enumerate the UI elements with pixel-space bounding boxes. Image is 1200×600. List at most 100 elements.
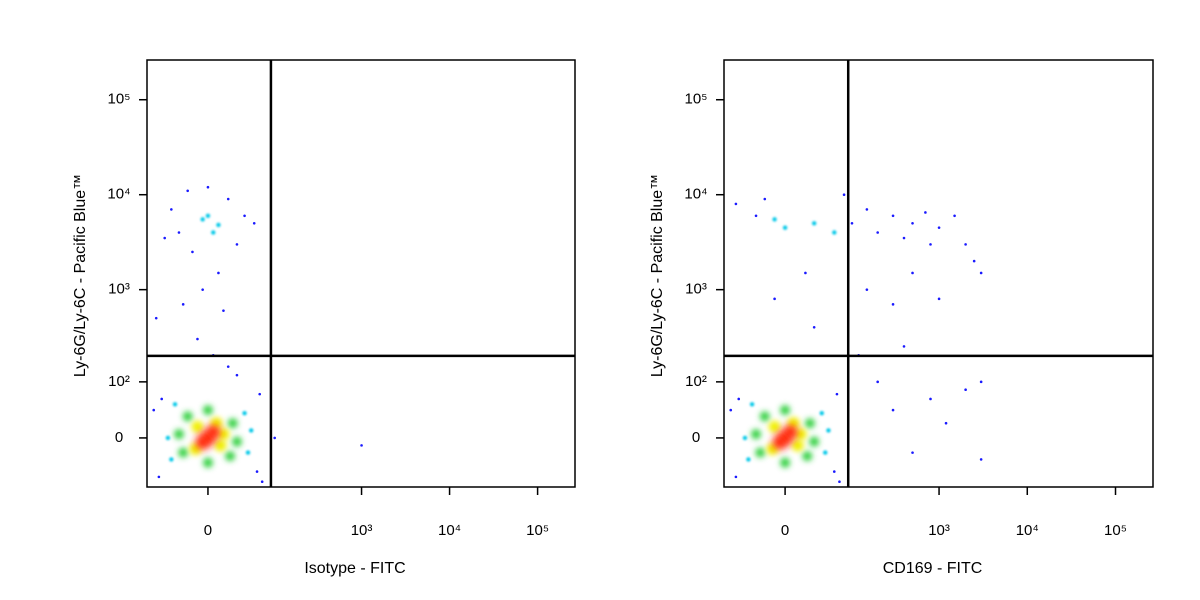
data-point (196, 337, 199, 341)
data-point (235, 373, 239, 377)
plot-panel: 0 10³ 10⁴ 10⁵ 0 10² 10³ 10⁴ 10⁵ CD169 - FITC Ly-6G… (649, 59, 1154, 577)
data-point (211, 230, 216, 235)
y-tick-label: 10⁵ (108, 91, 131, 108)
data-point (838, 480, 841, 484)
data-point (891, 408, 895, 412)
data-point (205, 213, 211, 218)
data-point (217, 428, 230, 441)
data-point (245, 450, 251, 455)
x-axis-label: Isotype - FITC (304, 560, 405, 577)
data-point (937, 226, 941, 229)
data-point (850, 222, 854, 225)
data-point (160, 397, 163, 401)
data-point (763, 197, 767, 201)
data-point (177, 231, 181, 234)
x-tick-label: 0 (781, 522, 789, 539)
data-point (876, 231, 879, 234)
data-point (157, 475, 161, 479)
data-point (200, 217, 205, 222)
y-tick-label: 10² (685, 373, 707, 390)
y-tick-label: 10² (108, 373, 130, 390)
data-point (902, 345, 906, 348)
data-point (749, 402, 755, 407)
data-point (235, 243, 239, 246)
data-point (214, 439, 227, 452)
x-tick-label: 10³ (351, 522, 373, 539)
data-point (255, 470, 259, 473)
data-point (979, 458, 983, 461)
data-point (195, 435, 210, 450)
data-point (782, 225, 788, 230)
data-point (891, 214, 895, 218)
data-point (222, 309, 225, 312)
data-point (832, 470, 836, 473)
data-point (243, 214, 246, 218)
data-point (911, 271, 914, 275)
data-point (772, 435, 787, 450)
data-point (876, 380, 879, 384)
data-point (835, 392, 839, 396)
y-tick-label: 10⁴ (107, 186, 130, 203)
y-tick-label: 0 (115, 429, 123, 446)
data-point (178, 447, 189, 458)
data-point (260, 480, 264, 484)
data-point (953, 214, 956, 218)
y-tick-label: 0 (692, 429, 700, 446)
data-point (891, 303, 895, 306)
data-point (791, 439, 804, 452)
data-point (225, 451, 236, 462)
data-point (227, 418, 238, 429)
data-point (768, 420, 781, 433)
x-tick-label: 10⁴ (438, 522, 461, 539)
x-tick-label: 0 (204, 522, 212, 539)
data-point (964, 243, 967, 246)
y-axis-label: Ly-6G/Ly-6C - Pacific Blue™ (72, 174, 89, 377)
data-point (929, 397, 932, 401)
data-point (759, 411, 770, 422)
data-point (231, 436, 242, 447)
data-point (249, 428, 254, 433)
data-point (972, 259, 976, 263)
data-point (360, 444, 363, 447)
data-point (780, 457, 791, 468)
data-point (823, 450, 828, 455)
data-point (191, 420, 204, 433)
data-point (186, 189, 189, 193)
data-point (929, 243, 932, 246)
data-point (201, 288, 204, 291)
y-axis-label: Ly-6G/Ly-6C - Pacific Blue™ (649, 174, 666, 377)
y-tick-label: 10³ (685, 281, 707, 298)
data-point (804, 418, 815, 429)
x-tick-label: 10⁵ (526, 522, 549, 539)
data-point (742, 435, 748, 441)
data-point (865, 288, 869, 291)
data-point (170, 208, 173, 211)
data-point (804, 271, 807, 275)
points (729, 193, 983, 484)
data-point (924, 211, 927, 214)
data-point (809, 436, 820, 447)
x-tick-label: 10³ (928, 522, 950, 539)
data-point (729, 408, 733, 412)
data-point (169, 457, 174, 462)
data-point (252, 222, 256, 225)
data-point (191, 250, 194, 254)
data-point (911, 451, 914, 454)
data-point (812, 325, 816, 329)
data-point (754, 214, 758, 218)
data-point (794, 428, 807, 441)
data-point (737, 397, 741, 401)
x-tick-label: 10⁵ (1104, 522, 1127, 539)
x-tick-label: 10⁴ (1016, 522, 1039, 539)
data-point (206, 185, 210, 189)
data-point (911, 222, 914, 225)
x-axis-label: CD169 - FITC (883, 560, 983, 577)
data-point (780, 405, 791, 416)
data-point (202, 457, 213, 468)
data-point (842, 193, 846, 197)
data-point (226, 365, 230, 368)
data-point (226, 197, 230, 201)
data-point (826, 428, 831, 433)
data-point (937, 297, 941, 301)
data-point (273, 436, 276, 440)
